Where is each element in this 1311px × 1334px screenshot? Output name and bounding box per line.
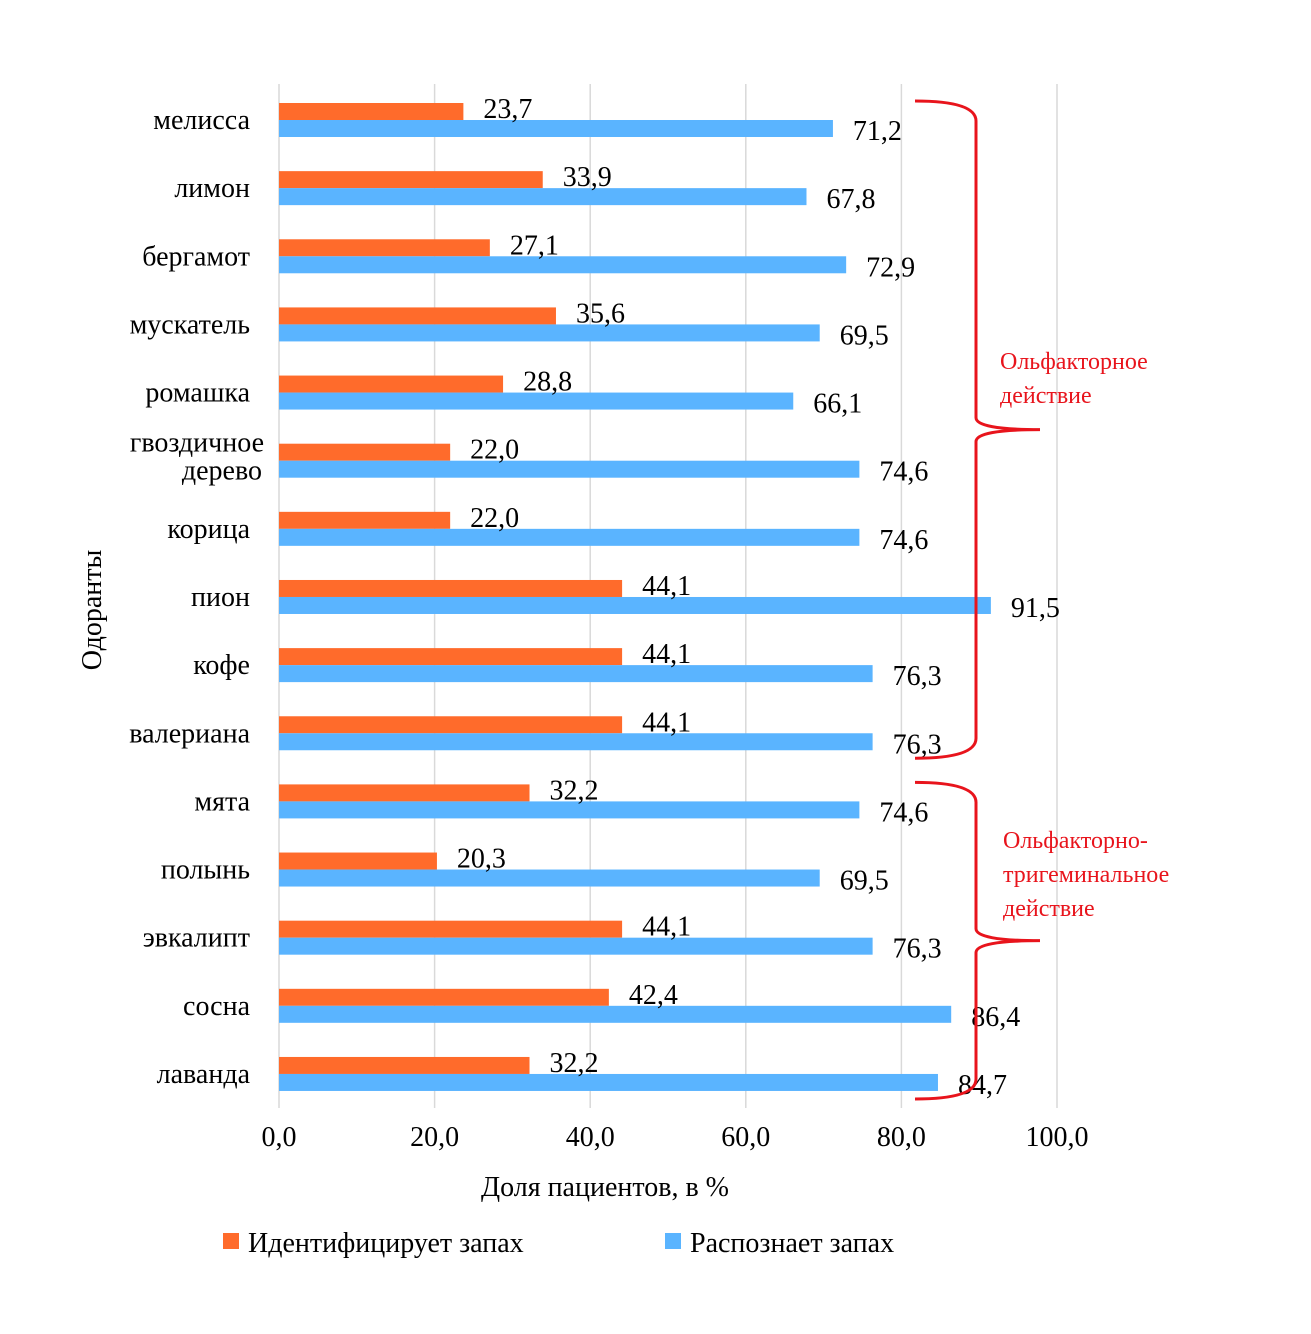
data-label: 84,7 [958, 1070, 1007, 1101]
data-label: 44,1 [642, 571, 691, 602]
x-tick-label: 0,0 [262, 1122, 297, 1153]
x-axis-title: Доля пациентов, в % [481, 1172, 729, 1203]
data-label: 44,1 [642, 912, 691, 943]
bar-recognizes [279, 665, 873, 683]
data-labels: 23,7 71,2 33,9 67,8 27,1 72,9 35,6 69,5 28,8 66,1… [457, 94, 1060, 1101]
bar-identifies [279, 920, 623, 938]
category-label: мелисса [153, 105, 250, 136]
data-label: 66,1 [813, 389, 862, 420]
x-axis-ticks: 0,0 20,0 40,0 60,0 80,0 100,0 [262, 1122, 1089, 1153]
data-label: 20,3 [457, 844, 506, 875]
x-tick-label: 40,0 [566, 1122, 615, 1153]
group-label: Ольфакторное действие [1000, 349, 1148, 409]
category-label: корица [167, 514, 250, 545]
data-label: 33,9 [563, 162, 612, 193]
bar-identifies [279, 784, 530, 802]
data-label: 71,2 [853, 116, 902, 147]
data-label: 74,6 [879, 525, 928, 556]
bar-identifies [279, 103, 464, 120]
bar-identifies [279, 1056, 530, 1074]
group-label: Ольфакторно-тригеминальное действие [1003, 828, 1169, 922]
bar-recognizes [279, 120, 833, 137]
bar-recognizes [279, 801, 860, 819]
bar-identifies [279, 988, 609, 1006]
data-label: 91,5 [1011, 593, 1060, 624]
data-label: 23,7 [483, 94, 532, 125]
category-label: ромашка [145, 378, 250, 409]
bar-identifies [279, 716, 623, 734]
bar-identifies [279, 239, 490, 257]
x-tick-label: 80,0 [877, 1122, 926, 1153]
bar-recognizes [279, 392, 794, 410]
bar-recognizes [279, 1005, 952, 1023]
curly-brace [914, 99, 1041, 760]
bar-recognizes [279, 528, 860, 546]
data-label: 28,8 [523, 367, 572, 398]
data-label: 42,4 [629, 980, 678, 1011]
data-label: 27,1 [510, 230, 559, 261]
category-label: валериана [129, 718, 250, 749]
data-label: 69,5 [840, 866, 889, 897]
category-label: пион [191, 582, 250, 613]
category-label: сосна [183, 991, 251, 1022]
category-label: мята [194, 786, 250, 817]
bar-recognizes [279, 596, 991, 614]
bar-recognizes [279, 324, 820, 342]
data-label: 74,6 [879, 457, 928, 488]
legend-label: Идентифицирует запах [248, 1228, 524, 1259]
legend-label: Распознает запах [690, 1228, 894, 1259]
bar-identifies [279, 171, 543, 189]
category-label: эвкалипт [143, 923, 250, 954]
legend: Идентифицирует запах Распознает запах [223, 1228, 894, 1259]
data-label: 44,1 [642, 639, 691, 670]
bar-recognizes [279, 256, 847, 274]
data-label: 69,5 [840, 320, 889, 351]
category-label: лаванда [157, 1059, 251, 1090]
bar-recognizes [279, 937, 873, 955]
category-label: лимон [174, 173, 250, 204]
bar-identifies [279, 579, 623, 597]
data-label: 44,1 [642, 707, 691, 738]
bar-recognizes [279, 188, 807, 206]
y-axis-title: Одоранты [77, 550, 108, 671]
y-axis-categories: мелисса лимон бергамот мускатель ромашка гвоз… [129, 105, 264, 1090]
data-label: 86,4 [971, 1002, 1020, 1033]
bar-identifies [279, 307, 556, 325]
data-label: 74,6 [879, 797, 928, 828]
category-label: мускатель [130, 309, 250, 340]
legend-swatch [223, 1233, 239, 1249]
bar-identifies [279, 648, 623, 666]
data-label: 22,0 [470, 435, 519, 466]
curly-brace [914, 780, 1041, 1101]
bar-identifies [279, 852, 437, 870]
category-label: бергамот [142, 241, 250, 272]
data-label: 22,0 [470, 503, 519, 534]
data-label: 67,8 [826, 184, 875, 215]
data-label: 35,6 [576, 298, 625, 329]
x-tick-label: 100,0 [1026, 1122, 1089, 1153]
data-label: 76,3 [893, 729, 942, 760]
bar-identifies [279, 511, 451, 529]
data-label: 32,2 [550, 1048, 599, 1079]
data-label: 76,3 [893, 661, 942, 692]
bars [279, 103, 991, 1091]
data-label: 76,3 [893, 934, 942, 965]
category-label: гвоздичное дерево [130, 428, 264, 487]
bar-recognizes [279, 1073, 938, 1091]
category-label: кофе [193, 650, 250, 681]
data-label: 72,9 [866, 252, 915, 283]
bar-recognizes [279, 869, 820, 887]
bar-identifies [279, 375, 504, 393]
bar-recognizes [279, 733, 873, 751]
x-tick-label: 60,0 [721, 1122, 770, 1153]
category-label: полынь [161, 855, 250, 886]
legend-swatch [665, 1233, 681, 1249]
data-label: 32,2 [550, 775, 599, 806]
group-annotations: Ольфакторное действие Ольфакторно-тригемин… [914, 99, 1169, 1101]
x-tick-label: 20,0 [410, 1122, 459, 1153]
bar-recognizes [279, 460, 860, 478]
bar-identifies [279, 443, 451, 461]
